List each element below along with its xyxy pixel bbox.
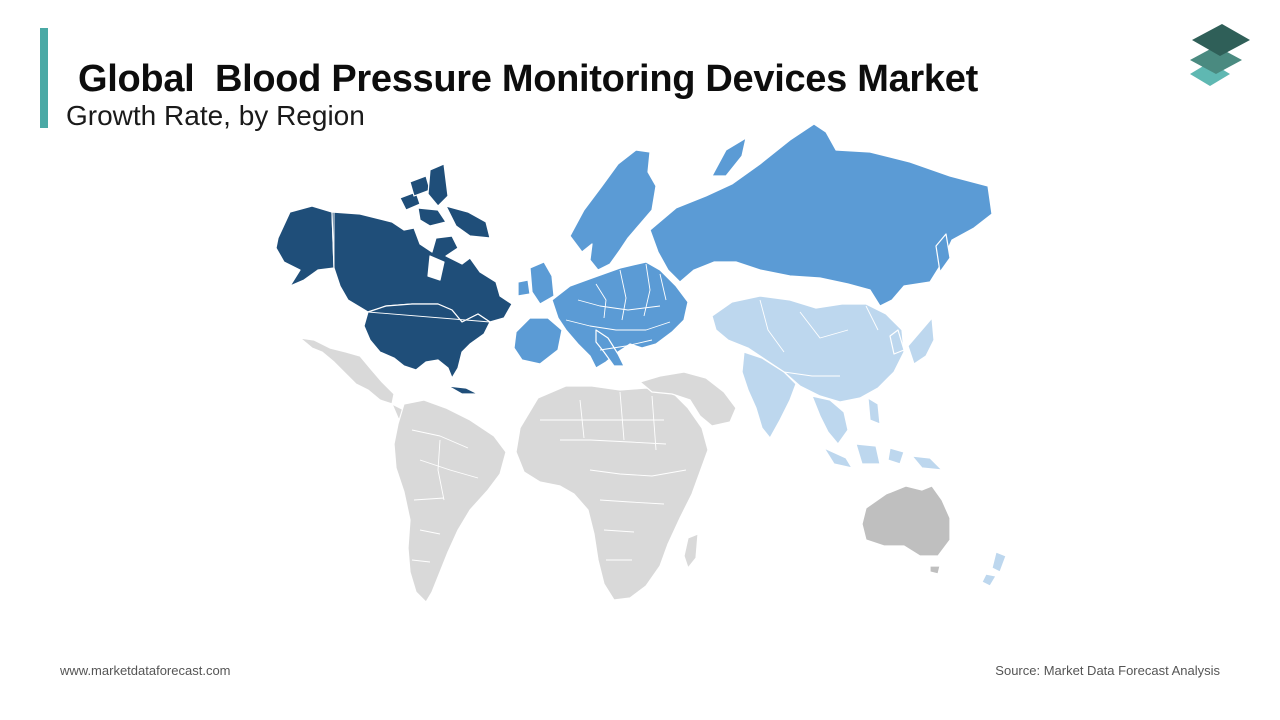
south-america	[393, 399, 507, 603]
iberia	[513, 317, 563, 365]
alaska	[275, 205, 335, 287]
page-subtitle: Growth Rate, by Region	[66, 100, 365, 131]
indonesia-1	[823, 447, 853, 469]
sakhalin	[935, 233, 951, 273]
new-zealand-south	[981, 573, 997, 587]
arctic-islands-2	[409, 175, 431, 197]
arctic-islands-4	[445, 205, 491, 239]
southeast-asia	[811, 395, 849, 445]
korea	[889, 329, 905, 355]
madagascar	[683, 533, 699, 569]
region-australia	[861, 485, 951, 575]
middle-east	[639, 371, 737, 427]
title-accent-bar	[40, 28, 48, 128]
india	[741, 351, 797, 439]
tasmania	[929, 565, 941, 575]
indonesia-2	[855, 443, 881, 465]
region-north-america	[275, 163, 513, 395]
russia	[649, 123, 993, 307]
japan	[907, 317, 935, 365]
website-url: www.marketdataforecast.com	[60, 663, 231, 678]
ireland	[517, 279, 531, 297]
arctic-islands-3	[427, 163, 449, 207]
scandinavia	[569, 149, 657, 271]
italy	[595, 329, 625, 367]
region-latin-america	[299, 337, 507, 603]
page-title: Global Blood Pressure Monitoring Devices…	[78, 58, 978, 100]
indonesia-3	[887, 447, 905, 465]
source-note: Source: Market Data Forecast Analysis	[995, 663, 1220, 678]
new-guinea	[911, 455, 943, 471]
arctic-islands-5	[417, 207, 447, 227]
new-zealand-north	[991, 551, 1007, 573]
continental-europe	[551, 261, 689, 369]
stacked-layers-icon	[1190, 24, 1250, 86]
arctic-islands-1	[399, 191, 421, 211]
region-middle-east-africa	[515, 371, 737, 601]
uk	[529, 261, 555, 305]
region-europe	[513, 123, 993, 369]
cuba	[447, 385, 479, 395]
usa	[363, 303, 491, 379]
novaya-zemlya	[711, 137, 747, 177]
hudson-bay-islands	[427, 255, 445, 281]
africa	[515, 385, 709, 601]
philippines	[867, 397, 881, 425]
china-central-asia	[711, 295, 905, 403]
region-asia-pacific	[711, 295, 1007, 587]
australia	[861, 485, 951, 557]
